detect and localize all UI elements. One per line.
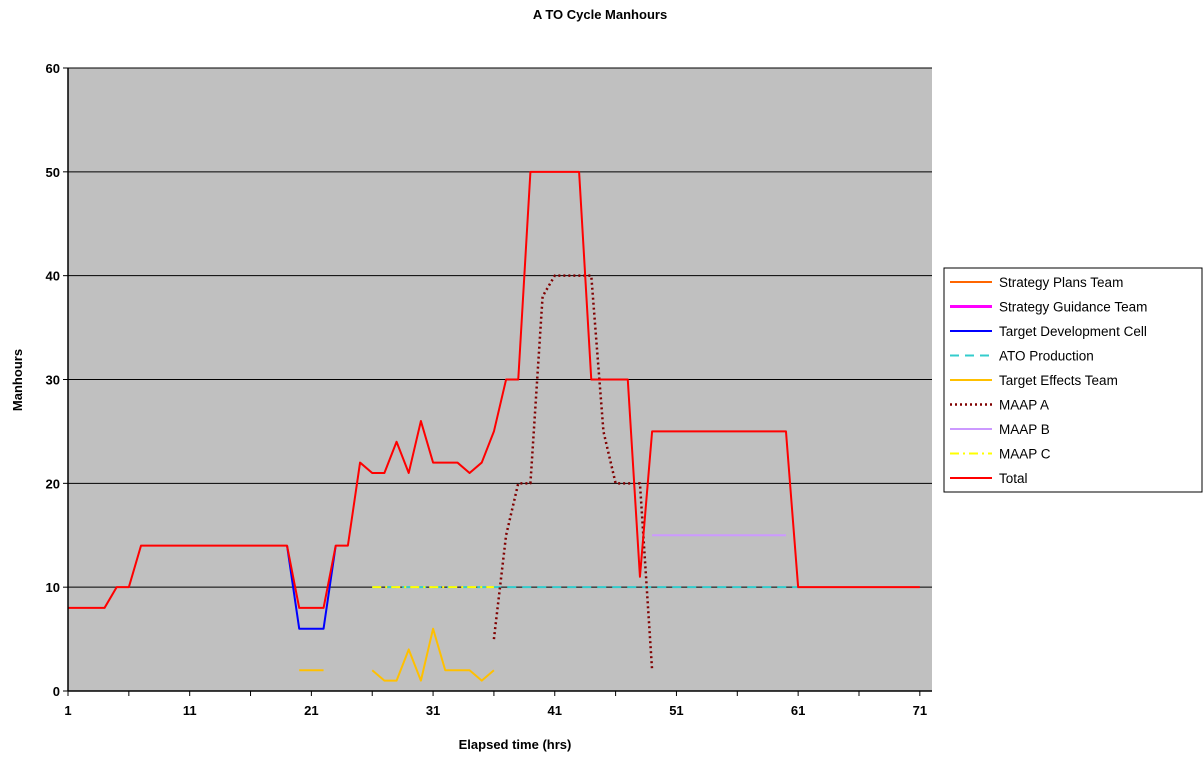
chart-title: A TO Cycle Manhours <box>533 7 667 22</box>
y-tick-label: 30 <box>46 373 60 388</box>
legend-label-8: Total <box>999 471 1028 486</box>
y-tick-label: 20 <box>46 476 60 491</box>
y-tick-label: 0 <box>53 684 60 699</box>
series-line-8 <box>68 170 920 609</box>
x-tick-label: 71 <box>913 703 927 718</box>
legend-label-3: ATO Production <box>999 349 1094 364</box>
legend-label-2: Target Development Cell <box>999 324 1147 339</box>
legend-label-7: MAAP C <box>999 447 1051 462</box>
axes <box>63 67 932 696</box>
legend-label-1: Strategy Guidance Team <box>999 300 1147 315</box>
y-tick-label: 50 <box>46 165 60 180</box>
legend-label-0: Strategy Plans Team <box>999 275 1123 290</box>
series-line-2 <box>286 545 337 630</box>
legend: Strategy Plans Team Strategy Guidance Tea… <box>943 267 1203 493</box>
legend-label-5: MAAP A <box>999 398 1049 413</box>
x-axis-title: Elapsed time (hrs) <box>459 737 572 752</box>
x-tick-label: 21 <box>304 703 318 718</box>
series-lines <box>68 170 920 682</box>
x-tick-label: 11 <box>183 703 197 718</box>
series-line-4-1 <box>371 627 495 682</box>
x-tick-label: 41 <box>548 703 562 718</box>
grid-lines <box>68 67 932 588</box>
y-tick-label: 40 <box>46 269 60 284</box>
y-axis-title: Manhours <box>10 349 25 411</box>
x-tick-label: 1 <box>64 703 71 718</box>
y-tick-label: 60 <box>46 61 60 76</box>
y-tick-label: 10 <box>46 580 60 595</box>
legend-label-4: Target Effects Team <box>999 373 1118 388</box>
legend-label-6: MAAP B <box>999 422 1050 437</box>
x-tick-label: 31 <box>426 703 440 718</box>
x-tick-label: 61 <box>791 703 805 718</box>
x-tick-label: 51 <box>669 703 683 718</box>
